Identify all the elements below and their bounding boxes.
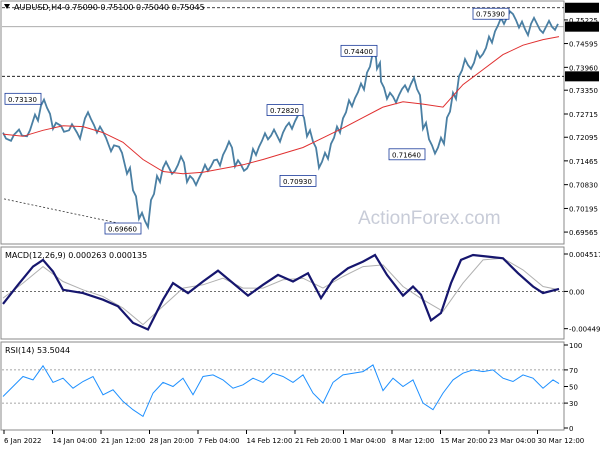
macd-y-tick-label: -0.004495: [569, 326, 600, 334]
x-tick-label: 21 Feb 20:00: [295, 437, 341, 445]
watermark: ActionForex.com: [358, 208, 501, 229]
price-annotation-box: [104, 222, 142, 235]
level-tag-label: 0.75045: [567, 24, 596, 32]
macd-plot: 0.004517 0.00 -0.004495: [2, 251, 600, 334]
x-tick-label: 21 Jan 12:00: [101, 437, 145, 445]
macd-panel-frame: [0, 246, 565, 340]
price-y-tick-label: 0.70195: [569, 205, 598, 213]
macd-y-tick-label: 0.00: [569, 288, 585, 296]
price-annotation-label: 0.73130: [8, 96, 37, 104]
moving-average-series: [2, 36, 560, 175]
x-axis: 6 Jan 2022 14 Jan 04:00 21 Jan 12:00 28 Jan…: [3, 430, 585, 445]
x-tick-label: 30 Mar 12:00: [538, 437, 585, 445]
price-panel-frame: [0, 0, 565, 245]
x-tick-label: 28 Jan 20:00: [150, 437, 194, 445]
price-annotation-label: 0.75390: [476, 11, 505, 19]
price-annotation-label: 0.69660: [108, 226, 137, 234]
price-y-tick-label: 0.73350: [569, 87, 598, 95]
price-annotation-box: [388, 148, 426, 161]
rsi-plot: 100 70 50 30 0: [2, 342, 582, 433]
x-tick-label: 1 Mar 04:00: [344, 437, 386, 445]
macd-series: [2, 253, 560, 331]
macd-signal-series: [2, 257, 560, 326]
x-tick-label: 15 Mar 20:00: [441, 437, 488, 445]
rsi-y-tick-label: 70: [569, 367, 578, 375]
rsi-y-tick-label: 50: [569, 384, 578, 392]
price-annotation-box: [266, 104, 304, 116]
price-y-tick-label: 0.72095: [569, 134, 598, 142]
price-y-tick-label: 0.75225: [569, 17, 598, 25]
price-annotation-box: [279, 175, 317, 187]
rsi-series: [2, 364, 560, 418]
x-tick-label: 14 Feb 12:00: [247, 437, 293, 445]
price-y-tick-label: 0.70830: [569, 182, 598, 190]
level-tag-label: 0.75550: [567, 5, 596, 13]
price-y-tick-label: 0.74595: [569, 41, 598, 49]
price-annotation-label: 0.74400: [344, 48, 373, 56]
rsi-label: RSI(14) 53.5044: [5, 346, 70, 355]
rsi-y-tick-label: 100: [569, 342, 582, 350]
x-tick-label: 8 Mar 12:00: [392, 437, 434, 445]
price-annotation-label: 0.72820: [270, 107, 299, 115]
price-series: [2, 10, 559, 231]
level-tag: [565, 71, 599, 82]
level-tag: [565, 2, 599, 13]
rsi-y-tick-label: 0: [569, 425, 573, 433]
x-tick-label: 7 Feb 04:00: [198, 437, 239, 445]
price-annotation-box: [340, 44, 378, 57]
price-y-tick-label: 0.73960: [569, 64, 598, 72]
rsi-y-tick-label: 30: [569, 400, 578, 408]
x-tick-label: 23 Mar 04:00: [489, 437, 536, 445]
price-y-tick-label: 0.71465: [569, 158, 598, 166]
price-y-tick-label: 0.72715: [569, 111, 598, 119]
price-annotation-box: [4, 92, 42, 105]
x-tick-label: 6 Jan 2022: [4, 437, 42, 445]
level-tag-label: 0.73720: [567, 73, 596, 81]
macd-y-tick-label: 0.004517: [569, 251, 600, 259]
macd-label: MACD(12,26,9) 0.000263 0.000135: [5, 251, 147, 260]
price-y-tick-label: 0.69565: [569, 229, 598, 237]
price-annotation-label: 0.70930: [283, 178, 312, 186]
x-tick-label: 14 Jan 04:00: [53, 437, 97, 445]
price-plot: 0.69565 0.70195 0.70830 0.71465 0.72095 0.727…: [2, 2, 599, 237]
price-annotation-box: [472, 7, 510, 20]
price-annotation-label: 0.71640: [392, 151, 421, 159]
level-tag: [565, 21, 599, 32]
collapse-triangle-icon[interactable]: [4, 4, 10, 9]
trend-line: [3, 198, 141, 229]
